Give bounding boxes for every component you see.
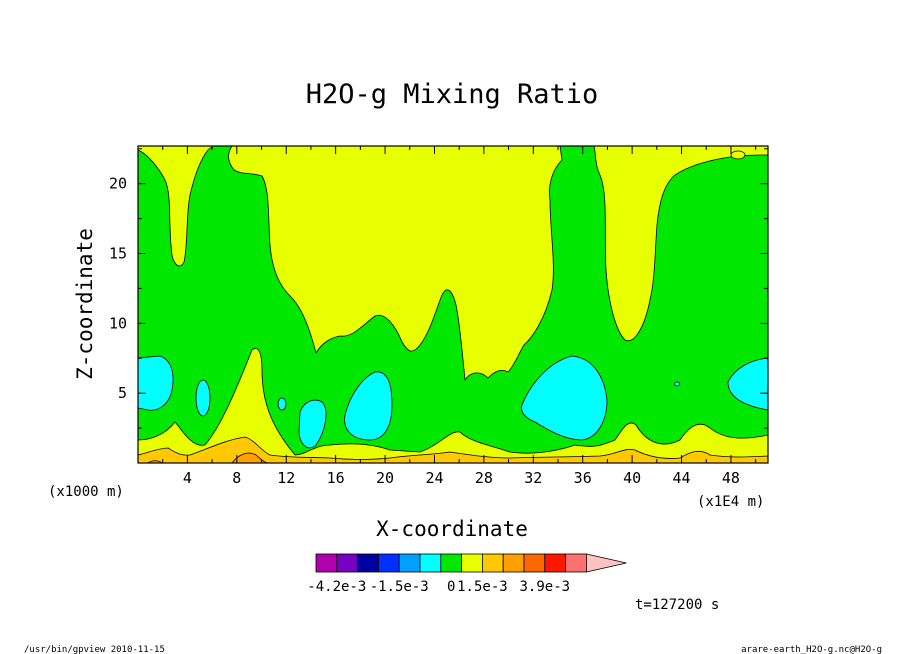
- colorbar: [315, 553, 627, 573]
- x-tick-label: 48: [722, 469, 740, 487]
- colorbar-swatch: [565, 553, 587, 573]
- moist-patch-6: [521, 355, 608, 441]
- colorbar-swatch: [502, 553, 525, 573]
- chart-title: H2O-g Mixing Ratio: [306, 79, 599, 110]
- y-axis-ticks: 5 10 15 20: [109, 148, 768, 429]
- moist-patch-right: [727, 357, 768, 411]
- y-tick-label: 10: [109, 314, 127, 332]
- x-tick-label: 16: [327, 469, 345, 487]
- colorbar-label: 0: [447, 579, 455, 595]
- colorbar-swatch: [461, 553, 483, 573]
- colorbar-swatch: [544, 553, 566, 573]
- x-tick-label: 32: [524, 469, 542, 487]
- moist-patch-5: [344, 371, 393, 441]
- upper-dry-region: [138, 146, 768, 381]
- x-tick-label: 44: [672, 469, 690, 487]
- y-tick-label: 20: [109, 175, 127, 193]
- colorbar-label: 1.5e-3: [457, 579, 508, 595]
- colorbar-labels: -4.2e-3 -1.5e-3 0 1.5e-3 3.9e-3: [307, 579, 570, 595]
- x-tick-label: 4: [183, 469, 192, 487]
- x-tick-label: 12: [277, 469, 295, 487]
- x-unit-left: (x1000 m): [48, 484, 124, 500]
- colorbar-swatch: [523, 553, 546, 573]
- surface-orange-band: [138, 436, 768, 463]
- x-tick-label: 36: [574, 469, 592, 487]
- x-tick-label: 40: [623, 469, 641, 487]
- colorbar-swatch: [419, 553, 442, 573]
- x-tick-label: 28: [475, 469, 493, 487]
- moist-patch-7: [674, 381, 680, 387]
- time-label: t=127200 s: [635, 597, 719, 613]
- colorbar-swatch: [336, 553, 358, 573]
- colorbar-extension-arrow: [586, 553, 627, 573]
- plot-frame: [137, 145, 769, 464]
- footer-right: arare-earth_H2O-g.nc@H2O-g: [741, 645, 882, 654]
- y-tick-label: 15: [109, 245, 127, 263]
- y-tick-label: 5: [118, 384, 127, 402]
- colorbar-swatch: [377, 553, 400, 573]
- contour-field: [138, 146, 768, 463]
- colorbar-label: -4.2e-3: [307, 579, 366, 595]
- moist-patch-3: [277, 397, 287, 411]
- x-tick-label: 20: [376, 469, 394, 487]
- x-axis-ticks: 4 8 12 16 20 24 28 32 36 40 44 48: [162, 146, 757, 487]
- colorbar-swatch: [398, 553, 421, 573]
- x-unit-right: (x1E4 m): [697, 494, 764, 510]
- moist-patch-2: [195, 379, 211, 417]
- colorbar-swatch: [440, 553, 462, 573]
- colorbar-swatch: [315, 553, 338, 573]
- moist-patch-left: [138, 355, 174, 411]
- y-axis-label: Z-coordinate: [73, 228, 97, 380]
- x-tick-label: 24: [425, 469, 443, 487]
- colorbar-swatch: [357, 553, 379, 573]
- small-dry-patch: [730, 150, 746, 160]
- footer-left: /usr/bin/gpview 2010-11-15: [24, 645, 165, 654]
- x-axis-label: X-coordinate: [376, 517, 528, 541]
- x-tick-label: 8: [232, 469, 241, 487]
- colorbar-label: -1.5e-3: [370, 579, 429, 595]
- colorbar-label: 3.9e-3: [520, 579, 571, 595]
- moist-patch-4: [298, 399, 327, 449]
- colorbar-swatch: [481, 553, 504, 573]
